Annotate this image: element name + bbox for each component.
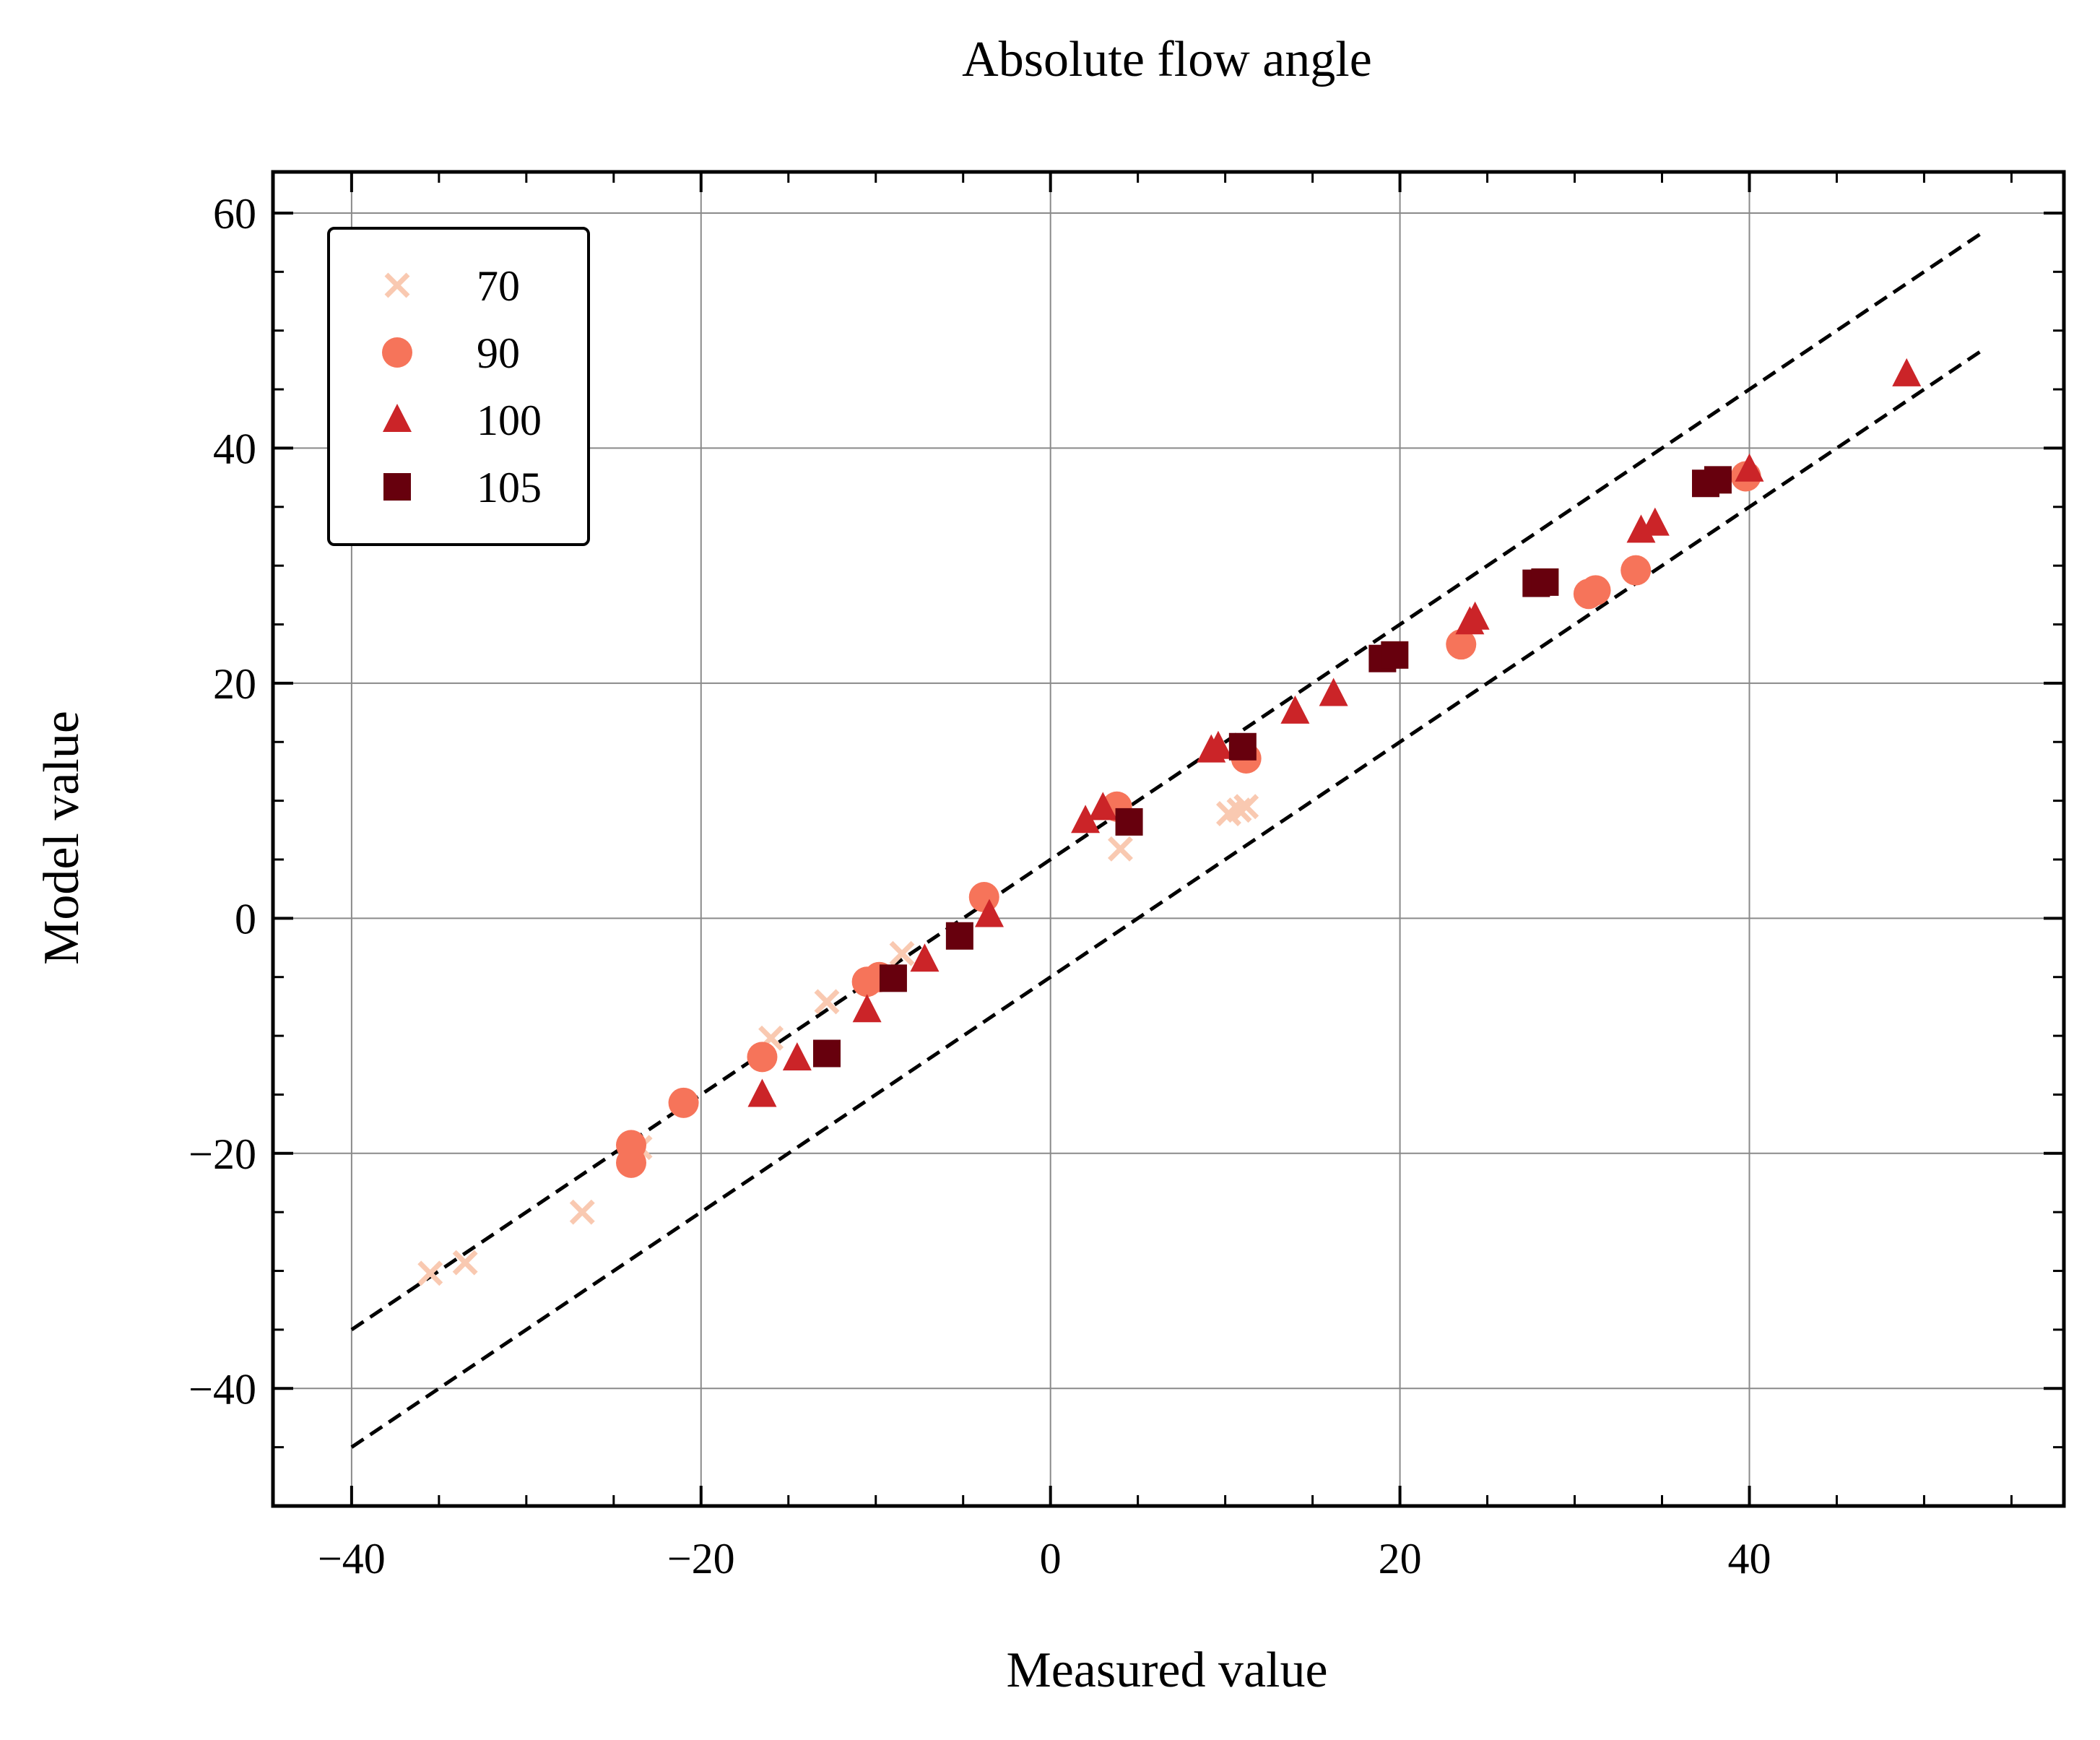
legend-label: 105 [477, 464, 542, 511]
data-point [668, 1087, 699, 1118]
data-point [747, 1042, 778, 1073]
x-tick-label: 40 [1727, 1535, 1771, 1583]
y-tick-label: 40 [213, 425, 256, 472]
y-tick-label: −40 [188, 1365, 256, 1413]
legend-label: 100 [477, 397, 542, 444]
data-point [1115, 808, 1143, 836]
x-tick-labels: −40 −20 0 20 40 [318, 1535, 1771, 1583]
legend-item-100: 100 [383, 397, 542, 444]
marker-stroke [384, 272, 410, 298]
data-point [910, 943, 940, 972]
data-point [879, 964, 907, 992]
data-point [747, 1078, 777, 1107]
data-point [1735, 453, 1764, 482]
data-point [812, 1039, 841, 1068]
legend-box [327, 227, 590, 546]
grid [273, 172, 2064, 1506]
x-tick-label: −20 [667, 1535, 735, 1583]
data-point [889, 940, 915, 966]
marker-stroke [452, 1250, 478, 1276]
legend-label: 90 [477, 329, 520, 377]
data-points [417, 358, 1922, 1286]
marker-stroke [889, 940, 915, 966]
data-point [814, 989, 840, 1015]
marker-stroke [1233, 794, 1259, 820]
legend-item-105: 105 [383, 464, 542, 511]
data-point [417, 1260, 443, 1286]
data-point [1704, 466, 1732, 494]
y-tick-label: 60 [213, 190, 256, 238]
data-point [1640, 507, 1670, 536]
data-point [1319, 678, 1348, 706]
marker-stroke [569, 1199, 595, 1225]
data-point [569, 1199, 595, 1225]
data-point [975, 899, 1004, 927]
legend-marker [383, 473, 411, 501]
x-tick-label: −40 [318, 1535, 386, 1583]
data-point [968, 882, 999, 913]
x-tick-label: 0 [1040, 1535, 1062, 1583]
data-point [782, 1042, 812, 1070]
data-point [852, 994, 882, 1023]
data-point [1460, 601, 1490, 630]
data-point [1228, 732, 1257, 761]
data-point [1892, 358, 1922, 386]
data-point [1107, 836, 1133, 862]
data-point [1381, 641, 1409, 669]
reference-line [350, 229, 1987, 1331]
data-point [1071, 805, 1101, 834]
x-tick-label: 20 [1379, 1535, 1422, 1583]
series-105 [812, 466, 1732, 1068]
data-point [1088, 792, 1118, 821]
data-point [1531, 568, 1559, 596]
data-point [945, 922, 973, 950]
marker-stroke [814, 989, 840, 1015]
data-point [1620, 555, 1652, 586]
legend-item-70: 70 [384, 262, 520, 310]
plot-frame [271, 170, 2066, 1508]
y-tick-label: −20 [188, 1130, 256, 1178]
data-point [616, 1130, 646, 1161]
marker-stroke [1107, 836, 1133, 862]
legend-marker [384, 272, 410, 298]
reference-line [350, 347, 1987, 1449]
data-point [1203, 730, 1233, 759]
legend-marker [382, 337, 412, 368]
y-tick-label: 0 [235, 895, 256, 943]
data-point [1580, 575, 1611, 606]
legend-marker [383, 404, 412, 432]
marker-stroke [417, 1260, 443, 1286]
legend-item-90: 90 [382, 329, 520, 377]
y-axis-label: Model value [34, 711, 90, 965]
reference-lines [350, 229, 1987, 1449]
data-point [1280, 695, 1310, 724]
legend: 70 90 100 105 [327, 227, 590, 546]
legend-label: 70 [477, 262, 520, 310]
chart-title: Absolute flow angle [962, 32, 1372, 87]
data-point [452, 1250, 478, 1276]
x-axis-label: Measured value [1006, 1642, 1327, 1698]
data-point [1626, 514, 1656, 543]
series-100 [747, 358, 1922, 1107]
axis-ticks [273, 172, 2064, 1506]
data-point [1446, 629, 1477, 660]
y-tick-label: 20 [213, 660, 256, 708]
data-point [1233, 794, 1259, 820]
y-tick-labels: −40 −20 0 20 40 60 [188, 190, 256, 1413]
